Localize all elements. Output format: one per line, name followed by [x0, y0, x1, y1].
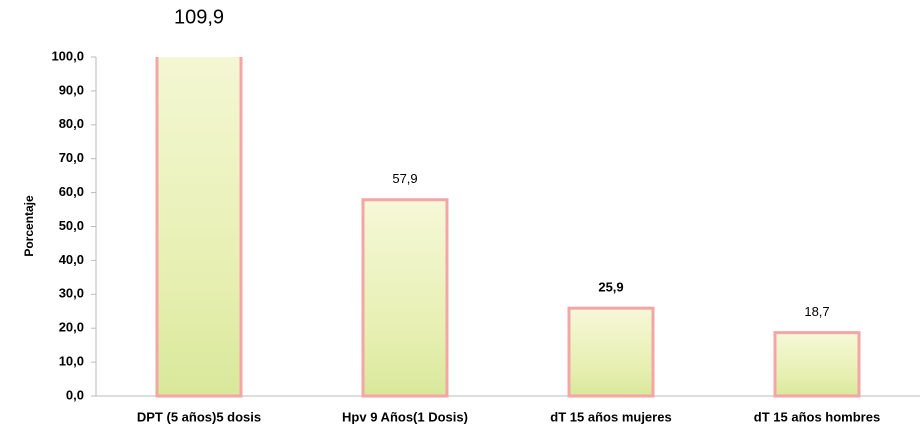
y-tick-label: 90,0 — [59, 82, 84, 97]
x-tick-label: dT 15 años mujeres — [550, 409, 671, 424]
bar — [155, 57, 243, 398]
x-tick-label: dT 15 años hombres — [754, 409, 880, 424]
y-tick-label: 50,0 — [59, 218, 84, 233]
plot-area — [155, 57, 861, 398]
value-label: 25,9 — [598, 280, 623, 295]
y-tick-label: 60,0 — [59, 184, 84, 199]
y-tick-label: 40,0 — [59, 252, 84, 267]
bar — [567, 306, 655, 398]
y-tick-label: 0,0 — [66, 387, 84, 402]
bar — [361, 198, 449, 398]
value-label: 57,9 — [392, 171, 417, 186]
x-tick-label: DPT (5 años)5 dosis — [137, 409, 261, 424]
y-axis-label: Porcentaje — [22, 195, 36, 257]
y-tick-label: 20,0 — [59, 320, 84, 335]
y-tick-label: 100,0 — [51, 48, 84, 63]
bar — [773, 331, 861, 398]
y-tick-label: 80,0 — [59, 116, 84, 131]
y-tick-label: 30,0 — [59, 286, 84, 301]
value-label: 18,7 — [804, 304, 829, 319]
x-tick-label: Hpv 9 Años(1 Dosis) — [342, 409, 468, 424]
value-label: 109,9 — [174, 6, 224, 28]
y-tick-label: 70,0 — [59, 150, 84, 165]
y-tick-label: 10,0 — [59, 354, 84, 369]
